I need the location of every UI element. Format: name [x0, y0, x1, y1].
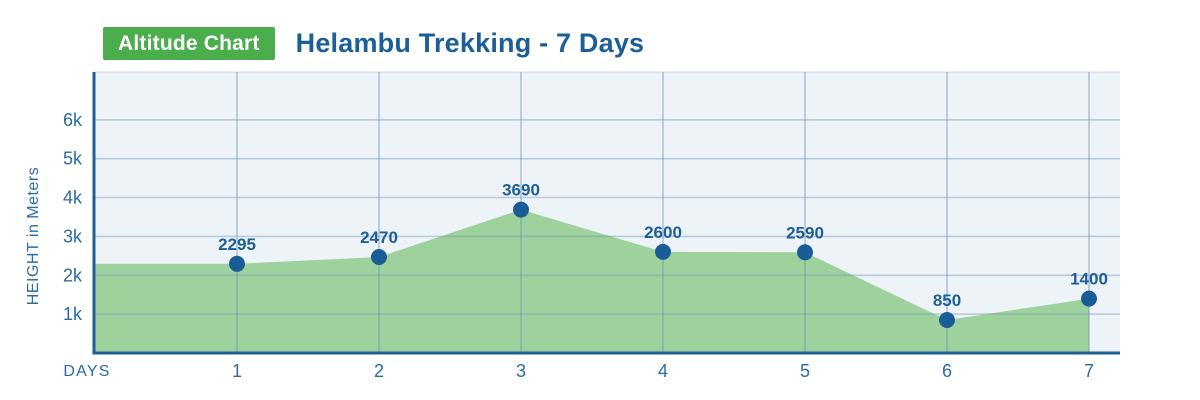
data-point-day-6: [939, 312, 955, 328]
value-label-day-5: 2590: [786, 223, 824, 242]
x-tick-label-day-2: 2: [374, 361, 384, 381]
data-point-day-5: [797, 244, 813, 261]
value-label-day-1: 2295: [218, 235, 256, 254]
x-tick-label-day-4: 4: [658, 361, 668, 381]
y-tick-label-3k: 3k: [63, 226, 83, 246]
x-axis-title: DAYS: [63, 363, 110, 380]
y-tick-label-2k: 2k: [63, 265, 83, 285]
y-axis-title: HEIGHT in Meters: [25, 167, 42, 305]
y-tick-label-1k: 1k: [63, 304, 83, 324]
x-tick-label-day-6: 6: [942, 361, 952, 381]
y-tick-label-4k: 4k: [63, 188, 83, 208]
y-tick-label-5k: 5k: [63, 149, 83, 169]
data-point-day-4: [655, 243, 671, 260]
x-tick-label-day-7: 7: [1084, 361, 1094, 381]
data-point-day-1: [229, 255, 245, 272]
data-point-day-7: [1081, 290, 1097, 307]
page-title: Helambu Trekking - 7 Days: [295, 28, 645, 58]
value-label-day-7: 1400: [1070, 270, 1108, 289]
x-tick-label-day-5: 5: [800, 361, 810, 381]
data-point-day-3: [513, 201, 529, 218]
altitude-chart-badge: Altitude Chart: [103, 27, 275, 60]
y-tick-label-6k: 6k: [63, 110, 83, 130]
chart-header: Altitude Chart Helambu Trekking - 7 Days: [103, 27, 644, 60]
value-label-day-2: 2470: [360, 228, 398, 247]
x-tick-label-day-1: 1: [232, 361, 242, 381]
altitude-area-fill: [95, 209, 1089, 353]
value-label-day-4: 2600: [644, 223, 682, 242]
x-tick-label-day-3: 3: [516, 361, 526, 381]
value-label-day-6: 850: [933, 291, 961, 310]
data-point-day-2: [371, 249, 387, 265]
value-label-day-3: 3690: [502, 181, 540, 200]
